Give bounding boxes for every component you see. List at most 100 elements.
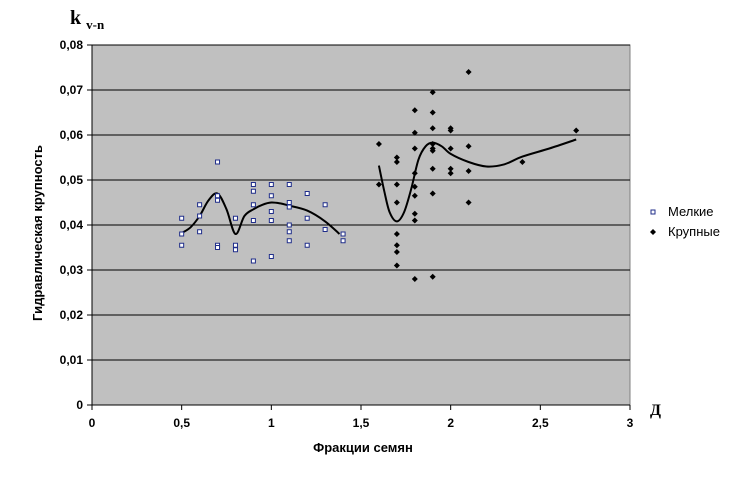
data-point: [232, 242, 238, 248]
data-point: [429, 125, 436, 132]
data-point: [268, 182, 274, 187]
y-tick-label: 0,01: [60, 353, 84, 367]
data-point: [197, 202, 203, 208]
tick-labels: 0 0,01 0,02 0,03 0,04 0,05 0,06 0,07 0,08 0 0,5 1 1,…: [60, 38, 634, 430]
data-point: [393, 242, 400, 249]
data-point: [393, 249, 400, 255]
data-point: [393, 159, 400, 165]
data-point: [215, 197, 221, 203]
legend: Мелкие Крупные: [650, 204, 720, 239]
data-point: [411, 217, 418, 224]
x-axis-unit-label: Д: [650, 402, 661, 419]
data-point: [286, 229, 292, 235]
data-point: [411, 107, 418, 114]
data-point: [447, 170, 454, 177]
data-point: [197, 229, 203, 235]
data-point: [268, 209, 274, 214]
data-point: [197, 213, 203, 219]
data-point: [215, 193, 221, 199]
y-tick-label: 0,08: [60, 38, 84, 52]
data-point: [250, 218, 256, 223]
data-point: [322, 202, 328, 208]
data-point: [375, 141, 382, 147]
trendline: [181, 192, 341, 235]
data-point: [215, 245, 221, 250]
data-point: [429, 273, 436, 280]
data-point: [429, 190, 436, 197]
y-axis-unit-main: k: [70, 7, 82, 29]
data-point: [429, 109, 436, 116]
series-points: [375, 69, 580, 282]
data-point: [179, 215, 185, 221]
data-point: [411, 170, 418, 177]
data-point: [179, 242, 185, 248]
axes: [87, 44, 631, 410]
y-axis-unit-label: k v-n: [70, 7, 105, 32]
data-point: [179, 231, 185, 237]
data-point: [447, 165, 454, 172]
data-point: [250, 258, 256, 264]
y-tick-label: 0,06: [60, 128, 84, 142]
data-point: [322, 227, 328, 232]
data-point: [393, 181, 400, 188]
axis-titles: Фракции семян Гидравлическая крупность k…: [30, 7, 661, 455]
data-point: [286, 238, 292, 244]
data-point: [393, 262, 400, 269]
y-tick-label: 0: [76, 398, 83, 412]
x-tick-label: 2: [447, 416, 454, 430]
data-point: [650, 229, 656, 235]
data-point: [268, 254, 274, 259]
data-point: [304, 215, 310, 221]
data-point: [465, 199, 472, 206]
x-tick-label: 0,5: [173, 416, 190, 430]
data-point: [268, 218, 274, 223]
data-point: [411, 210, 418, 217]
data-point: [411, 145, 418, 152]
data-point: [250, 182, 256, 187]
data-point: [519, 159, 526, 165]
data-point: [393, 231, 400, 237]
data-point: [447, 127, 454, 134]
data-point: [465, 168, 472, 174]
data-point: [375, 181, 382, 188]
data-point: [411, 129, 418, 136]
data-point: [215, 159, 221, 165]
y-tick-label: 0,05: [60, 173, 84, 187]
data-point: [304, 191, 310, 196]
x-tick-label: 1: [268, 416, 275, 430]
data-point: [250, 188, 256, 194]
data-point: [340, 238, 346, 244]
data-points: [179, 69, 580, 282]
data-point: [411, 183, 418, 190]
data-point: [232, 247, 238, 253]
y-tick-label: 0,07: [60, 83, 84, 97]
data-point: [411, 276, 418, 282]
data-point: [429, 141, 436, 147]
gridlines: [92, 44, 630, 361]
data-point: [268, 193, 274, 199]
data-point: [429, 147, 436, 154]
x-tick-label: 3: [627, 416, 634, 430]
data-point: [250, 202, 256, 208]
x-tick-label: 1,5: [353, 416, 370, 430]
y-tick-label: 0,03: [60, 263, 84, 277]
data-point: [393, 199, 400, 206]
series-points: [179, 159, 346, 264]
data-point: [650, 209, 656, 215]
legend-label: Мелкие: [668, 204, 714, 219]
data-point: [429, 165, 436, 172]
data-point: [286, 204, 292, 210]
y-axis-unit-subscript: v-n: [86, 17, 105, 32]
data-point: [447, 145, 454, 152]
y-axis-title: Гидравлическая крупность: [30, 145, 45, 321]
x-axis-title: Фракции семян: [313, 440, 413, 455]
x-tick-label: 2,5: [532, 416, 549, 430]
y-tick-label: 0,04: [60, 218, 84, 232]
data-point: [411, 192, 418, 199]
data-point: [429, 89, 436, 96]
y-tick-label: 0,02: [60, 308, 84, 322]
legend-label: Крупные: [668, 224, 720, 239]
x-tick-label: 0: [89, 416, 96, 430]
data-point: [286, 182, 292, 187]
